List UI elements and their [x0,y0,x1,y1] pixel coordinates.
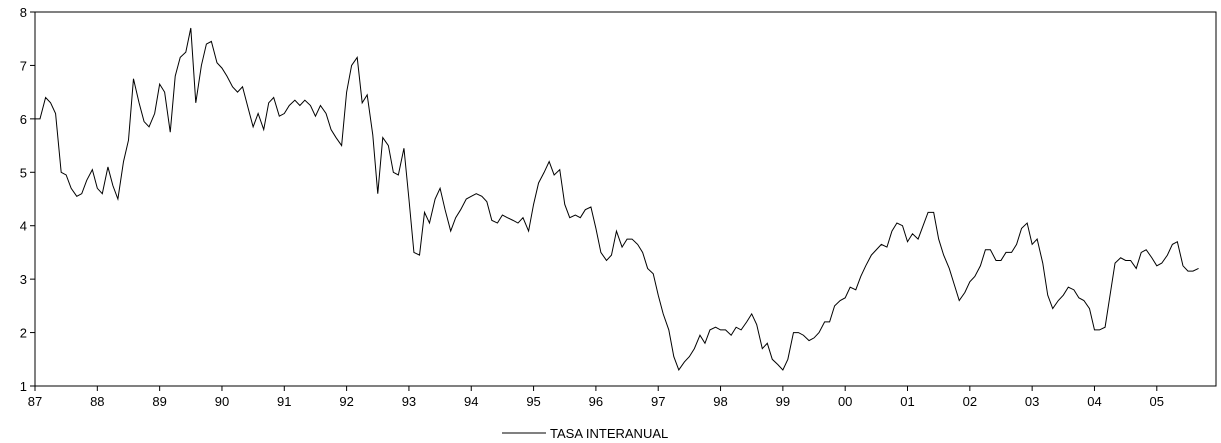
x-tick-label: 89 [152,394,166,409]
x-tick-label: 92 [339,394,353,409]
y-tick-label: 3 [20,272,27,287]
y-tick-label: 6 [20,112,27,127]
x-tick-label: 91 [277,394,291,409]
y-axis: 1 2 3 4 5 6 7 8 [20,5,35,394]
x-tick-label: 01 [900,394,914,409]
y-tick-label: 8 [20,5,27,20]
x-tick-label: 94 [464,394,478,409]
legend: TASA INTERANUAL [502,426,668,441]
x-tick-label: 87 [28,394,42,409]
x-tick-label: 88 [90,394,104,409]
x-tick-label: 97 [651,394,665,409]
y-tick-label: 2 [20,326,27,341]
x-tick-label: 96 [589,394,603,409]
x-axis: 87 88 89 90 91 92 93 94 95 96 97 98 99 00 01 02 03 04 05 [28,386,1164,409]
y-tick-label: 7 [20,58,27,73]
x-tick-label: 99 [776,394,790,409]
series-line-tasa-interanual [35,27,1199,372]
y-tick-label: 5 [20,165,27,180]
legend-label: TASA INTERANUAL [550,426,668,441]
x-tick-label: 02 [963,394,977,409]
x-tick-label: 00 [838,394,852,409]
x-tick-label: 04 [1087,394,1101,409]
y-tick-label: 1 [20,379,27,394]
plot-area [34,11,1217,387]
x-tick-label: 05 [1150,394,1164,409]
x-tick-label: 03 [1025,394,1039,409]
x-tick-label: 90 [215,394,229,409]
y-tick-label: 4 [20,219,27,234]
x-tick-label: 98 [713,394,727,409]
x-tick-label: 95 [526,394,540,409]
x-tick-label: 93 [402,394,416,409]
